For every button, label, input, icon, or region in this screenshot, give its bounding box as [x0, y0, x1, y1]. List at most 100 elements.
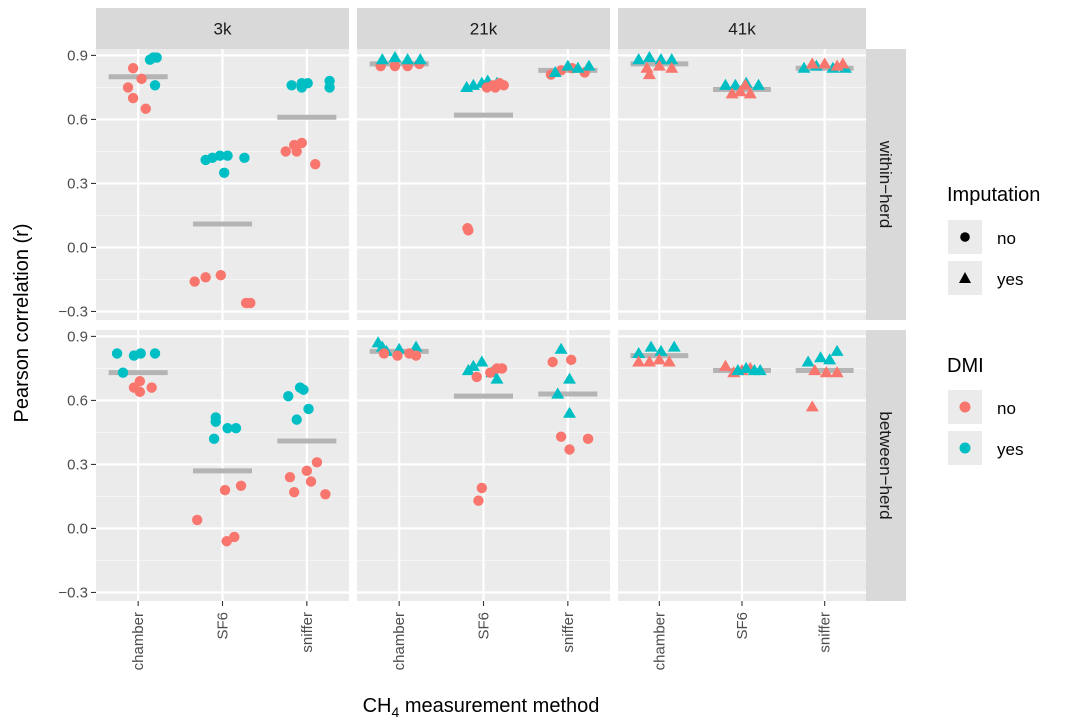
data-point-triangle: [667, 340, 681, 352]
data-point-circle: [127, 92, 139, 104]
data-point-triangle: [551, 387, 565, 399]
x-tick-label: chamber: [651, 612, 668, 670]
x-tick-label: sniffer: [817, 612, 834, 653]
data-point-triangle: [739, 361, 753, 373]
y-tick-label: 0.0: [67, 239, 88, 256]
x-tick-label: sniffer: [560, 612, 577, 653]
data-point-triangle: [808, 364, 822, 376]
y-tick-label: 0.0: [67, 520, 88, 537]
data-point-triangle: [797, 61, 811, 73]
legend-label-imputation-no: no: [997, 229, 1016, 248]
data-point-triangle: [413, 53, 427, 65]
data-point-circle: [210, 416, 221, 427]
strip-background: [618, 8, 866, 49]
x-tick-label: chamber: [391, 612, 408, 670]
data-point-triangle: [805, 400, 819, 412]
data-point-triangle: [662, 355, 676, 367]
data-point-triangle: [548, 65, 562, 78]
strip-label: 3k: [214, 20, 232, 39]
data-point-triangle: [733, 85, 747, 97]
strip-row-within-herd: within−herd: [866, 49, 906, 320]
legend-title-dmi: DMI: [947, 355, 984, 377]
data-point-circle: [122, 82, 134, 93]
y-axis: −0.3 0.0 0.3 0.6 0.9 −0.3 0.0 0.3 0.6 0.9: [58, 47, 96, 601]
data-point-triangle: [571, 61, 585, 73]
data-point-circle: [239, 152, 250, 164]
data-point-circle: [496, 363, 508, 374]
data-point-circle: [235, 480, 247, 491]
strip-label: between−herd: [876, 411, 895, 519]
x-tick-label: chamber: [130, 612, 147, 670]
data-point-triangle: [830, 344, 844, 356]
data-point-circle: [311, 457, 323, 468]
data-points: [108, 51, 854, 547]
data-point-triangle: [654, 53, 668, 65]
data-point-circle: [473, 495, 484, 506]
strip-background: [866, 49, 906, 320]
data-point-triangle: [738, 78, 752, 90]
data-point-triangle: [728, 78, 742, 90]
data-point-circle: [378, 348, 390, 359]
data-point-circle: [149, 80, 161, 91]
data-point-triangle: [466, 359, 480, 371]
legend-symbol-imputation-no: [960, 232, 970, 242]
data-point-circle: [582, 433, 594, 445]
data-point-circle: [200, 272, 211, 283]
data-point-circle: [230, 422, 242, 434]
legend-symbol-imputation-yes: [959, 272, 971, 283]
panel-within-herd-21k: [357, 49, 610, 320]
data-point-circle: [471, 371, 482, 383]
data-point-triangle: [753, 364, 767, 376]
data-point-triangle: [652, 59, 666, 71]
data-point-circle: [566, 354, 577, 366]
strip-label: 41k: [728, 20, 756, 39]
data-point-circle: [222, 422, 233, 434]
data-point-circle: [111, 348, 123, 359]
data-point-circle: [218, 167, 230, 178]
data-point-triangle: [805, 57, 819, 69]
data-point-triangle: [652, 353, 666, 365]
data-point-circle: [296, 82, 307, 93]
x-tick-label: SF6: [734, 612, 751, 640]
data-point-circle: [324, 82, 335, 93]
data-point-circle: [476, 482, 488, 494]
data-point-circle: [286, 80, 297, 91]
data-point-circle: [564, 444, 575, 455]
data-point-triangle: [375, 53, 389, 65]
strip-background: [866, 330, 906, 601]
data-point-triangle: [830, 366, 844, 378]
data-point-circle: [192, 514, 203, 526]
facet-strips: 3k 21k 41k within−herd between−herd: [96, 8, 906, 601]
data-point-circle: [149, 348, 161, 359]
data-point-circle: [134, 376, 146, 387]
data-point-circle: [214, 150, 226, 161]
data-point-circle: [305, 476, 317, 487]
data-point-circle: [283, 390, 294, 402]
data-point-triangle: [819, 366, 833, 378]
data-point-triangle: [632, 346, 646, 359]
data-point-circle: [280, 146, 291, 157]
x-axis-title: CH4 measurement method: [363, 695, 600, 720]
data-point-circle: [284, 472, 296, 483]
y-tick-label: 0.3: [67, 175, 88, 192]
data-point-triangle: [836, 57, 850, 69]
legend: Imputation no yes DMI no yes: [947, 184, 1040, 465]
data-point-triangle: [632, 355, 646, 367]
data-point-triangle: [632, 53, 646, 65]
data-point-triangle: [642, 68, 656, 80]
data-point-triangle: [561, 59, 575, 71]
x-axis-title-subscript: 4: [391, 704, 399, 720]
data-point-circle: [151, 52, 162, 63]
data-point-circle: [135, 348, 146, 359]
data-point-triangle: [642, 51, 656, 63]
data-point-triangle: [814, 351, 828, 363]
data-point-circle: [245, 297, 256, 309]
strip-label: 21k: [470, 20, 498, 39]
y-tick-label: 0.9: [67, 328, 88, 345]
data-point-circle: [490, 82, 501, 93]
legend-title-imputation: Imputation: [947, 184, 1040, 206]
y-tick-label: 0.6: [67, 111, 88, 128]
x-axis-title-rest: measurement method: [399, 695, 599, 717]
data-point-triangle: [475, 355, 489, 367]
